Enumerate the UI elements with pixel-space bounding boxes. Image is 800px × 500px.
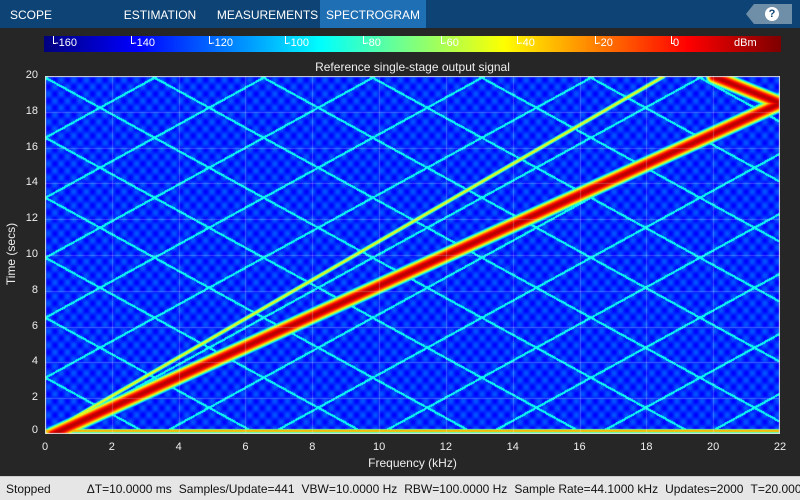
tab-estimation[interactable]: ESTIMATION (123, 8, 197, 22)
y-tick-label: 0 (31, 424, 38, 436)
x-tick-label: 4 (175, 441, 182, 453)
plot-title: Reference single-stage output signal (315, 60, 510, 74)
status-samples: Samples/Update=441 (178, 482, 295, 496)
status-bar: Stopped ΔT=10.0000 ms Samples/Update=441… (0, 476, 800, 500)
colorbar-tick: -80 (363, 36, 381, 49)
y-tick-label: 4 (31, 355, 38, 368)
x-tick-label: 18 (640, 441, 653, 453)
status-delta-t: ΔT=10.0000 ms (86, 482, 172, 496)
x-tick-label: 2 (108, 441, 115, 453)
colorbar-tick: -40 (517, 36, 535, 49)
colorbar-tick: -100 (284, 36, 310, 49)
x-tick-label: 20 (707, 441, 720, 453)
y-tick-label: 12 (25, 212, 38, 225)
status-time: T=20.0000 (750, 482, 800, 496)
y-tick-label: 20 (25, 69, 38, 81)
colorbar-tick: -160 (52, 36, 78, 49)
colorbar-tick: -140 (130, 36, 156, 49)
tab-measurements[interactable]: MEASUREMENTS (216, 8, 319, 22)
x-tick-label: 8 (309, 441, 316, 453)
status-updates: Updates=2000 (665, 482, 744, 496)
x-axis-label: Frequency (kHz) (368, 456, 457, 470)
y-tick-label: 18 (25, 104, 38, 117)
status-vbw: VBW=10.0000 Hz (301, 482, 398, 496)
y-axis-label: Time (secs) (4, 222, 18, 286)
colorbar-unit: dBm (734, 37, 757, 49)
x-tick-label: 22 (773, 441, 787, 453)
status-rbw: RBW=100.0000 Hz (404, 482, 508, 496)
x-tick-label: 6 (242, 441, 249, 453)
x-tick-label: 14 (506, 441, 519, 453)
y-tick-label: 14 (25, 176, 38, 189)
status-state: Stopped (6, 482, 51, 496)
help-icon: ? (765, 7, 779, 21)
y-tick-label: 10 (25, 248, 38, 260)
colorbar-tick: -20 (595, 36, 613, 49)
y-tick-label: 16 (25, 140, 38, 153)
tab-bar: SCOPE ESTIMATION MEASUREMENTS SPECTROGRA… (0, 0, 800, 28)
help-button[interactable]: ? (746, 4, 792, 24)
y-tick-label: 2 (31, 391, 38, 404)
colorbar-tick: -60 (441, 36, 459, 49)
colorbar: -160 -140 -120 -100 -80 -60 -40 -20 0 dB… (44, 36, 781, 52)
x-tick-label: 16 (573, 441, 586, 453)
x-tick-label: 12 (439, 441, 453, 453)
x-tick-label: 0 (41, 441, 49, 453)
colorbar-tick: 0 (670, 36, 680, 49)
spectrogram-image (45, 76, 780, 434)
tab-scope[interactable]: SCOPE (9, 8, 52, 22)
status-sample-rate: Sample Rate=44.1000 kHz (514, 482, 659, 496)
x-tick-label: 10 (372, 441, 386, 453)
y-tick-label: 6 (31, 319, 38, 332)
tab-spectrogram[interactable]: SPECTROGRAM (320, 0, 426, 28)
y-tick-label: 8 (31, 283, 38, 296)
colorbar-tick: -120 (208, 36, 234, 49)
